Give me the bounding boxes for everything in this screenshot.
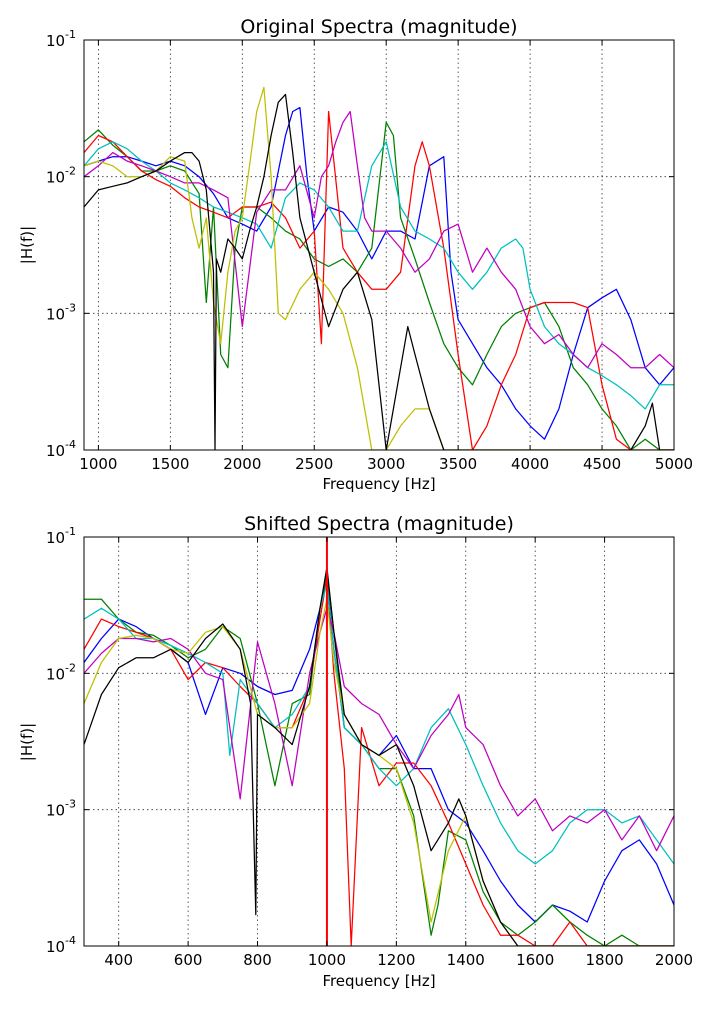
x-axis-label: Frequency [Hz] <box>322 972 435 990</box>
series-line-5 <box>84 110 674 369</box>
series-line-3 <box>84 577 674 946</box>
series-line-6 <box>84 86 674 450</box>
y-tick-label: 10 <box>46 169 65 187</box>
y-tick-label: 10 <box>46 802 65 820</box>
x-tick-label: 1400 <box>447 951 485 969</box>
series-lines <box>84 537 674 946</box>
x-tick-label: 1500 <box>151 455 189 473</box>
x-tick-label: 600 <box>174 951 203 969</box>
y-tick-label: 10 <box>46 938 65 956</box>
series-line-7 <box>84 566 674 946</box>
series-line-1 <box>84 106 674 440</box>
y-tick-exponent: -3 <box>65 798 76 811</box>
series-line-3 <box>84 110 674 450</box>
y-axis-label: |H(f)| <box>18 723 36 761</box>
x-tick-label: 4500 <box>583 455 621 473</box>
y-tick-label: 10 <box>46 665 65 683</box>
y-tick-exponent: -2 <box>65 661 76 674</box>
series-line-5 <box>84 607 674 852</box>
shifted-spectra-chart: Shifted Spectra (magnitude) 400 600 800 100… <box>18 513 693 990</box>
x-tick-label: 800 <box>243 951 272 969</box>
y-tick-exponent: -1 <box>65 525 76 538</box>
x-tick-label: 1000 <box>308 951 346 969</box>
chart-title: Shifted Spectra (magnitude) <box>244 513 514 535</box>
series-line-4 <box>84 583 674 865</box>
x-tick-label: 3000 <box>367 455 405 473</box>
x-tick-label: 1200 <box>377 951 415 969</box>
y-tick-label: 10 <box>46 305 65 323</box>
x-tick-label: 2500 <box>295 455 333 473</box>
plot-frame <box>83 39 675 451</box>
x-tick-label: 1600 <box>516 951 554 969</box>
x-tick-label: 5000 <box>655 455 693 473</box>
x-tick-label: 400 <box>104 951 133 969</box>
y-tick-exponent: -2 <box>65 165 76 178</box>
y-tick-exponent: -3 <box>65 301 76 314</box>
x-tick-label: 1000 <box>79 455 117 473</box>
x-axis-label: Frequency [Hz] <box>322 475 435 493</box>
y-tick-exponent: -4 <box>65 438 76 451</box>
y-tick-label: 10 <box>46 529 65 547</box>
series-lines <box>84 86 674 450</box>
original-spectra-chart: Original Spectra (magnitude) 1000 1500 200… <box>18 16 693 493</box>
x-tick-label: 2000 <box>655 951 693 969</box>
series-line-7 <box>84 93 674 450</box>
x-tick-label: 1800 <box>585 951 623 969</box>
grid <box>84 40 674 450</box>
y-axis-label: |H(f)| <box>18 226 36 264</box>
chart-title: Original Spectra (magnitude) <box>240 16 517 38</box>
y-tick-exponent: -4 <box>65 934 76 947</box>
y-tick-label: 10 <box>46 32 65 50</box>
plot-frame <box>83 536 675 947</box>
y-tick-exponent: -1 <box>65 28 76 41</box>
x-tick-label: 2000 <box>223 455 261 473</box>
x-tick-label: 4000 <box>511 455 549 473</box>
x-tick-label: 3500 <box>439 455 477 473</box>
y-tick-label: 10 <box>46 442 65 460</box>
